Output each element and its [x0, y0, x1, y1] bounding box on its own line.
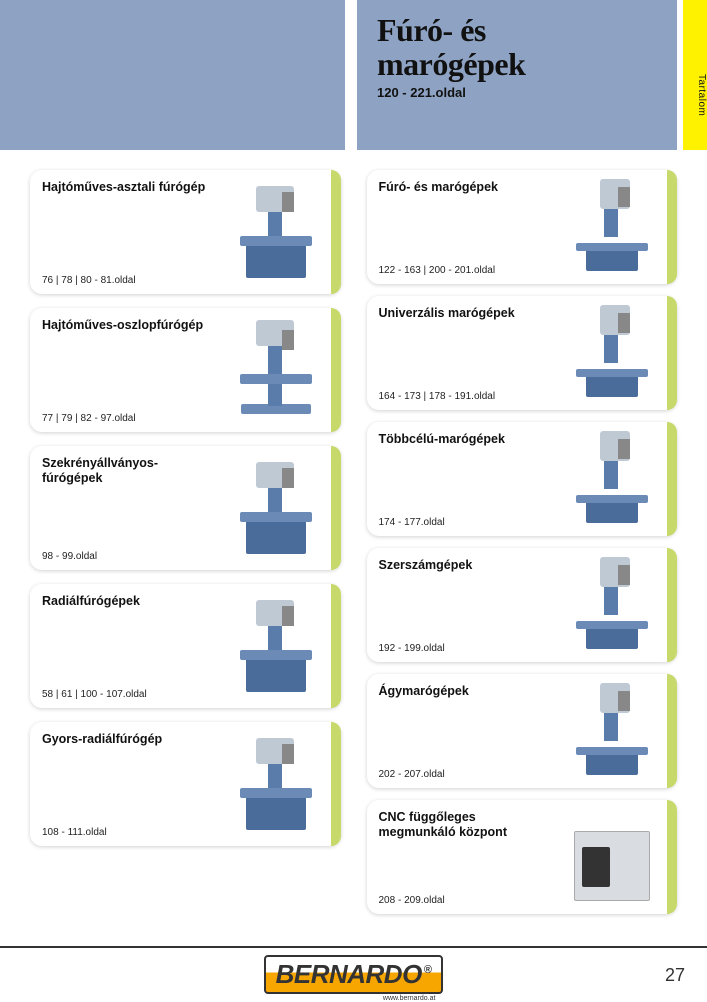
machine-icon — [572, 429, 652, 529]
card-image — [221, 446, 331, 570]
card-accent-bar — [331, 170, 341, 294]
machine-icon — [572, 681, 652, 781]
category-card[interactable]: Gyors-radiálfúrógép 108 - 111.oldal — [30, 722, 341, 846]
category-card[interactable]: Fúró- és marógépek 122 - 163 | 200 - 201.… — [367, 170, 678, 284]
card-body: Ágymarógépek 202 - 207.oldal — [367, 674, 558, 788]
card-accent-bar — [331, 446, 341, 570]
card-title: Szekrényállványos-fúrógépek — [42, 456, 209, 486]
card-body: Radiálfúrógépek 58 | 61 | 100 - 107.oldal — [30, 584, 221, 708]
machine-icon — [572, 177, 652, 277]
category-card[interactable]: Ágymarógépek 202 - 207.oldal — [367, 674, 678, 788]
category-card[interactable]: Többcélú-marógépek 174 - 177.oldal — [367, 422, 678, 536]
registered-mark: ® — [424, 964, 432, 976]
card-title: Hajtóműves-asztali fúrógép — [42, 180, 209, 195]
card-body: Hajtóműves-oszlopfúrógép 77 | 79 | 82 - 9… — [30, 308, 221, 432]
card-body: Többcélú-marógépek 174 - 177.oldal — [367, 422, 558, 536]
card-pages: 108 - 111.oldal — [42, 827, 209, 838]
header: Fúró- és marógépek 120 - 221.oldal Tarta… — [0, 0, 707, 150]
card-title: Többcélú-marógépek — [379, 432, 546, 447]
machine-icon — [572, 555, 652, 655]
footer: BERNARDO® www.bernardo.at 27 — [0, 946, 707, 1000]
card-title: Gyors-radiálfúrógép — [42, 732, 209, 747]
side-tab: Tartalom — [683, 0, 707, 150]
card-title: Szerszámgépek — [379, 558, 546, 573]
section-title-line1: Fúró- és — [377, 14, 657, 48]
card-image — [557, 800, 667, 914]
card-pages: 98 - 99.oldal — [42, 551, 209, 562]
brand-logo: BERNARDO® www.bernardo.at — [264, 955, 444, 994]
card-title: Fúró- és marógépek — [379, 180, 546, 195]
card-body: Gyors-radiálfúrógép 108 - 111.oldal — [30, 722, 221, 846]
category-card[interactable]: Szekrényállványos-fúrógépek 98 - 99.oldal — [30, 446, 341, 570]
card-pages: 174 - 177.oldal — [379, 517, 546, 528]
card-accent-bar — [331, 584, 341, 708]
category-card[interactable]: CNC függőleges megmunkáló központ 208 - 2… — [367, 800, 678, 914]
category-card[interactable]: Hajtóműves-oszlopfúrógép 77 | 79 | 82 - 9… — [30, 308, 341, 432]
header-left-block — [0, 0, 345, 150]
card-pages: 208 - 209.oldal — [379, 895, 546, 906]
card-image — [557, 422, 667, 536]
card-accent-bar — [667, 170, 677, 284]
card-pages: 58 | 61 | 100 - 107.oldal — [42, 689, 209, 700]
card-image — [221, 722, 331, 846]
brand-url: www.bernardo.at — [383, 995, 436, 1002]
machine-icon — [236, 596, 316, 696]
content-columns: Hajtóműves-asztali fúrógép 76 | 78 | 80 -… — [0, 170, 707, 926]
card-body: Szerszámgépek 192 - 199.oldal — [367, 548, 558, 662]
card-image — [557, 674, 667, 788]
card-pages: 192 - 199.oldal — [379, 643, 546, 654]
page-number: 27 — [665, 965, 685, 986]
machine-icon — [236, 734, 316, 834]
card-body: CNC függőleges megmunkáló központ 208 - 2… — [367, 800, 558, 914]
card-accent-bar — [667, 422, 677, 536]
machine-icon — [572, 807, 652, 907]
card-pages: 202 - 207.oldal — [379, 769, 546, 780]
card-accent-bar — [331, 308, 341, 432]
section-subtitle: 120 - 221.oldal — [377, 85, 657, 100]
machine-icon — [572, 303, 652, 403]
section-title-line2: marógépek — [377, 48, 657, 82]
card-pages: 76 | 78 | 80 - 81.oldal — [42, 275, 209, 286]
card-title: Univerzális marógépek — [379, 306, 546, 321]
machine-icon — [236, 320, 316, 420]
card-pages: 77 | 79 | 82 - 97.oldal — [42, 413, 209, 424]
card-body: Univerzális marógépek 164 - 173 | 178 - 1… — [367, 296, 558, 410]
card-image — [221, 308, 331, 432]
card-image — [557, 548, 667, 662]
card-title: CNC függőleges megmunkáló központ — [379, 810, 546, 840]
card-pages: 122 - 163 | 200 - 201.oldal — [379, 265, 546, 276]
card-accent-bar — [667, 800, 677, 914]
card-title: Hajtóműves-oszlopfúrógép — [42, 318, 209, 333]
card-accent-bar — [331, 722, 341, 846]
card-image — [221, 584, 331, 708]
card-title: Radiálfúrógépek — [42, 594, 209, 609]
category-card[interactable]: Szerszámgépek 192 - 199.oldal — [367, 548, 678, 662]
card-accent-bar — [667, 674, 677, 788]
card-accent-bar — [667, 296, 677, 410]
machine-icon — [236, 182, 316, 282]
card-body: Fúró- és marógépek 122 - 163 | 200 - 201.… — [367, 170, 558, 284]
card-body: Hajtóműves-asztali fúrógép 76 | 78 | 80 -… — [30, 170, 221, 294]
card-image — [557, 170, 667, 284]
category-card[interactable]: Univerzális marógépek 164 - 173 | 178 - 1… — [367, 296, 678, 410]
machine-icon — [236, 458, 316, 558]
right-column: Fúró- és marógépek 122 - 163 | 200 - 201.… — [367, 170, 678, 926]
left-column: Hajtóműves-asztali fúrógép 76 | 78 | 80 -… — [30, 170, 341, 926]
card-title: Ágymarógépek — [379, 684, 546, 699]
catalog-page: Fúró- és marógépek 120 - 221.oldal Tarta… — [0, 0, 707, 1000]
card-image — [557, 296, 667, 410]
card-pages: 164 - 173 | 178 - 191.oldal — [379, 391, 546, 402]
card-image — [221, 170, 331, 294]
card-body: Szekrényállványos-fúrógépek 98 - 99.oldal — [30, 446, 221, 570]
card-accent-bar — [667, 548, 677, 662]
category-card[interactable]: Radiálfúrógépek 58 | 61 | 100 - 107.oldal — [30, 584, 341, 708]
header-right-block: Fúró- és marógépek 120 - 221.oldal — [357, 0, 677, 150]
brand-text: BERNARDO — [276, 959, 422, 989]
category-card[interactable]: Hajtóműves-asztali fúrógép 76 | 78 | 80 -… — [30, 170, 341, 294]
